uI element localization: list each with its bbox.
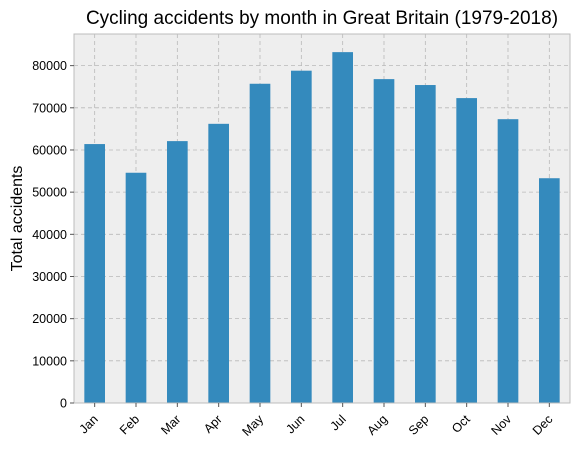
- x-tick-label-apr: Apr: [201, 412, 225, 436]
- y-tick-label: 50000: [32, 186, 67, 200]
- x-tick-label-oct: Oct: [449, 412, 473, 436]
- y-tick-label: 30000: [32, 270, 67, 284]
- y-axis-label: Total accidents: [9, 166, 26, 272]
- x-tick-label-jan: Jan: [77, 412, 101, 436]
- x-tick-label-jun: Jun: [283, 412, 307, 436]
- y-tick-label: 60000: [32, 143, 67, 157]
- bar-jan: [84, 144, 105, 403]
- x-tick-label-may: May: [240, 412, 267, 439]
- y-tick-label: 40000: [32, 228, 67, 242]
- y-tick-label: 0: [60, 397, 67, 411]
- x-axis-ticks: Jan Feb Mar Apr May Jun Jul Aug Sep Oct Nov Dec: [77, 403, 556, 439]
- y-tick-label: 80000: [32, 59, 67, 73]
- bar-dec: [539, 178, 560, 403]
- x-tick-label-mar: Mar: [158, 412, 183, 437]
- x-tick-label-nov: Nov: [488, 412, 514, 438]
- y-tick-label: 20000: [32, 312, 67, 326]
- y-tick-label: 10000: [32, 354, 67, 368]
- x-tick-label-dec: Dec: [530, 412, 556, 438]
- bar-nov: [498, 119, 519, 403]
- bar-feb: [126, 173, 147, 403]
- x-tick-label-aug: Aug: [364, 412, 390, 438]
- x-tick-label-jul: Jul: [328, 412, 349, 433]
- y-axis-ticks: 0 10000 20000 30000 40000 50000 60000 70000 8000…: [32, 59, 74, 410]
- bar-mar: [167, 141, 188, 403]
- bar-aug: [374, 79, 395, 403]
- x-tick-label-sep: Sep: [406, 412, 432, 438]
- bar-oct: [456, 98, 477, 403]
- bar-apr: [208, 124, 229, 403]
- bar-sep: [415, 85, 436, 403]
- bar-jul: [332, 52, 353, 403]
- chart-title: Cycling accidents by month in Great Brit…: [86, 8, 558, 29]
- plot-background: [74, 34, 570, 403]
- y-tick-label: 70000: [32, 101, 67, 115]
- bar-jun: [291, 71, 312, 403]
- x-tick-label-feb: Feb: [117, 412, 142, 437]
- bar-may: [250, 84, 271, 403]
